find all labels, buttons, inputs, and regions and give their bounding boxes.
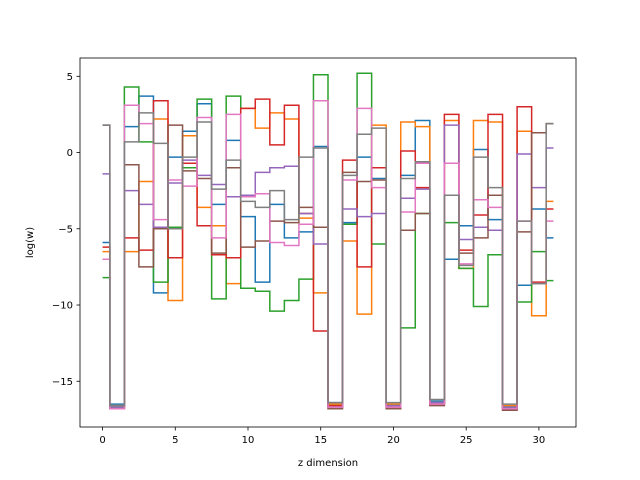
x-axis-label: z dimension bbox=[298, 458, 358, 469]
series-group bbox=[102, 72, 554, 411]
y-tick-label: 0 bbox=[67, 148, 73, 159]
plot-frame bbox=[79, 57, 577, 428]
y-tick-label: −10 bbox=[52, 301, 73, 312]
x-tick-label: 15 bbox=[314, 435, 327, 446]
x-axis-ticks: 0 5 10 15 20 25 30 bbox=[99, 427, 545, 446]
y-tick-label: −15 bbox=[52, 377, 73, 388]
x-tick-label: 5 bbox=[172, 435, 178, 446]
y-axis-label: log(w) bbox=[25, 227, 36, 258]
y-tick-label: −5 bbox=[58, 224, 73, 235]
x-tick-label: 30 bbox=[533, 435, 546, 446]
series-line-8 bbox=[102, 112, 554, 407]
x-tick-label: 10 bbox=[242, 435, 255, 446]
y-axis-ticks: −15 −10 −5 0 5 bbox=[52, 72, 80, 388]
x-tick-label: 0 bbox=[99, 435, 105, 446]
x-tick-label: 20 bbox=[387, 435, 400, 446]
y-tick-label: 5 bbox=[67, 72, 73, 83]
x-tick-label: 25 bbox=[460, 435, 473, 446]
